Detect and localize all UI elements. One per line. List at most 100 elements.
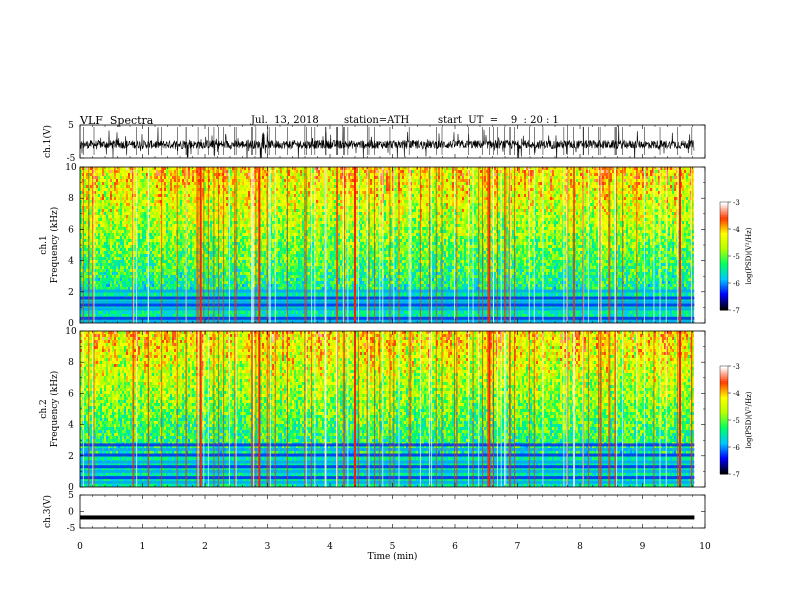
spectrogram-cell [100, 212, 102, 215]
spectrogram-cell [192, 227, 194, 230]
spectrogram-cell [238, 212, 240, 215]
spectrogram-cell [174, 209, 176, 212]
spectrogram-cell [116, 203, 118, 206]
spectrogram-cell [146, 203, 148, 206]
spectrogram-cell [128, 227, 130, 230]
spectrogram-cell [246, 224, 248, 227]
spectrogram-cell [242, 278, 244, 281]
spectrogram-cell [192, 203, 194, 206]
spectrogram-cell [104, 200, 106, 203]
spectrogram-cell [180, 218, 182, 221]
spectrogram-cell [206, 311, 208, 314]
spectrogram-cell [116, 170, 118, 173]
spectrogram-cell [226, 194, 228, 197]
spectrogram-cell [226, 182, 228, 185]
spectrogram-cell [142, 218, 144, 221]
spectrogram-cell [122, 182, 124, 185]
spectrogram-cell [86, 239, 88, 242]
spectrogram-cell [140, 167, 142, 170]
spectrogram-cell [108, 191, 110, 194]
spectrogram-cell [188, 212, 190, 215]
spectrogram-cell [134, 170, 136, 173]
spectrogram-cell [144, 212, 146, 215]
spectrogram-cell [130, 212, 132, 215]
spectrogram-cell [122, 260, 124, 263]
spectrogram-cell [180, 215, 182, 218]
spectrogram-cell [242, 221, 244, 224]
spectrogram-cell [192, 263, 194, 266]
spectrogram-cell [114, 200, 116, 203]
spectrogram-cell [110, 251, 112, 254]
spectrogram-cell [102, 203, 104, 206]
spectrogram-cell [84, 224, 86, 227]
spectrogram-cell [134, 236, 136, 239]
spectrogram-cell [146, 233, 148, 236]
spectrogram-cell [232, 236, 234, 239]
spectrogram-cell [174, 254, 176, 257]
spectrogram-cell [166, 194, 168, 197]
spectrogram-cell [238, 194, 240, 197]
spectrogram-cell [162, 314, 164, 317]
spectrogram-cell [134, 281, 136, 284]
spectrogram-cell [104, 260, 106, 263]
spectrogram-cell [140, 200, 142, 203]
spectrogram-cell [84, 188, 86, 191]
spectrogram-cell [138, 260, 140, 263]
spectrogram-cell [220, 182, 222, 185]
spectrogram-cell [248, 206, 250, 209]
spectrogram-cell [226, 278, 228, 281]
spectrogram-cell [174, 314, 176, 317]
spectrogram-cell [240, 176, 242, 179]
spectrogram-cell [122, 263, 124, 266]
spectrogram-cell [162, 281, 164, 284]
spectrogram-cell [240, 218, 242, 221]
spectrogram-cell [138, 242, 140, 245]
spectrogram-cell [238, 188, 240, 191]
spectrogram-cell [152, 170, 154, 173]
spectrogram-cell [168, 227, 170, 230]
spectrogram-cell [190, 179, 192, 182]
spectrogram-cell [118, 221, 120, 224]
spectrogram-cell [188, 251, 190, 254]
spectrogram-cell [110, 173, 112, 176]
spectrogram-cell [170, 167, 172, 170]
spectrogram-cell [106, 245, 108, 248]
spectrogram-cell [96, 242, 98, 245]
spectrogram-cell [246, 191, 248, 194]
spectrogram-cell [174, 242, 176, 245]
spectrogram-cell [248, 191, 250, 194]
spectrogram-cell [156, 215, 158, 218]
spectrogram-cell [84, 170, 86, 173]
spectrogram-cell [84, 272, 86, 275]
spectrogram-cell [124, 233, 126, 236]
spectrogram-cell [164, 278, 166, 281]
spectrogram-cell [178, 245, 180, 248]
spectrogram-cell [120, 224, 122, 227]
spectrogram-cell [262, 293, 264, 296]
spectrogram-cell [216, 257, 218, 260]
spectrogram-cell [110, 284, 112, 287]
spectrogram-cell [170, 272, 172, 275]
spectrogram-cell [238, 284, 240, 287]
spectrogram-cell [166, 191, 168, 194]
spectrogram-cell [172, 251, 174, 254]
spectrogram-cell [206, 206, 208, 209]
spectrogram-cell [210, 272, 212, 275]
spectrogram-cell [102, 191, 104, 194]
spectrogram-cell [166, 260, 168, 263]
spectrogram-cell [180, 203, 182, 206]
spectrogram-cell [210, 191, 212, 194]
spectrogram-cell [226, 218, 228, 221]
spectrogram-cell [194, 248, 196, 251]
spectrogram-cell [238, 206, 240, 209]
spectrogram-cell [86, 221, 88, 224]
spectrogram-cell [162, 233, 164, 236]
spectrogram-cell [90, 281, 92, 284]
spectrogram-cell [178, 212, 180, 215]
spectrogram-cell [122, 179, 124, 182]
spectrogram-cell [100, 281, 102, 284]
spectrogram-cell [142, 245, 144, 248]
spectrogram-cell [140, 269, 142, 272]
spectrogram-cell [194, 260, 196, 263]
spectrogram-cell [108, 257, 110, 260]
